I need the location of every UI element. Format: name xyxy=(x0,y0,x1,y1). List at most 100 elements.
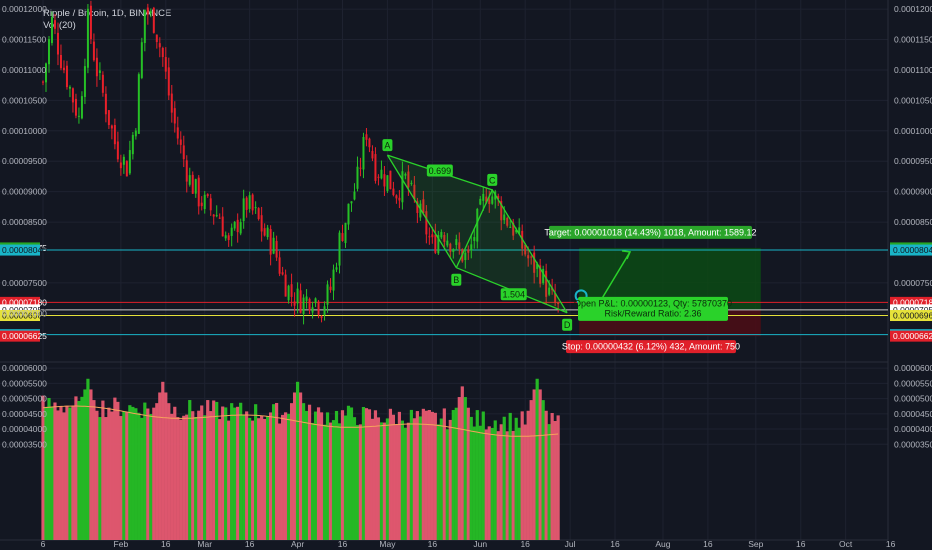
candle-down xyxy=(281,272,284,275)
volume-bar-down xyxy=(152,407,156,540)
volume-bar-down xyxy=(298,392,303,540)
volume-bar-down xyxy=(532,389,536,540)
price-label-bg xyxy=(890,244,932,256)
volume-bar-up xyxy=(349,407,354,540)
volume-bar-up xyxy=(134,408,138,540)
y-tick-label-left: 0.00004000 xyxy=(2,424,47,434)
ratio-ac-label-bg xyxy=(426,164,453,177)
candle-up xyxy=(323,306,326,315)
candle-down xyxy=(371,150,374,159)
candle-down xyxy=(89,5,92,40)
pattern-point-a-text: A xyxy=(384,141,390,151)
candle-down xyxy=(341,233,344,242)
candle-down xyxy=(263,228,266,236)
target-label-bg xyxy=(549,225,752,239)
candle-up xyxy=(380,169,383,179)
x-tick-label: 16 xyxy=(703,539,713,549)
candle-down xyxy=(167,67,170,96)
y-tick-label-left: 0.00012000 xyxy=(2,4,47,14)
candle-down xyxy=(395,195,398,199)
candle-down xyxy=(398,197,401,201)
volume-bar-down xyxy=(170,413,174,540)
volume-bar-up xyxy=(403,427,407,540)
candle-down xyxy=(290,284,293,297)
candle-down xyxy=(116,141,119,160)
x-axis[interactable]: 6 Feb 16 Mar 16 Apr 16 May 16 Jun 16 Jul 16 Aug 16 Sep 1… xyxy=(41,539,896,549)
volume-bar-down xyxy=(550,412,554,540)
y-tick-label-left: 0.00010500 xyxy=(2,95,47,105)
candle-up xyxy=(215,215,218,217)
candle-down xyxy=(368,138,371,148)
candle-up xyxy=(314,298,317,304)
price-label: 0.00007057 xyxy=(893,305,932,315)
y-tick-label: 0.00012000 xyxy=(894,4,932,14)
candle-up xyxy=(80,96,83,119)
pattern-point-c-bg xyxy=(487,173,498,186)
volume-bar-down xyxy=(200,405,204,540)
volume-bar-down xyxy=(457,397,461,540)
y-tick-label: 0.00011500 xyxy=(894,35,932,45)
candle-down xyxy=(431,234,434,238)
volume-bar-up xyxy=(239,402,243,540)
price-label-left: 0.00007180 xyxy=(2,297,47,307)
y-tick-label: 0.00010500 xyxy=(894,95,932,105)
volume-bar-down xyxy=(107,407,111,540)
volume-bar-down xyxy=(487,426,491,540)
candle-up xyxy=(536,263,539,269)
candle-down xyxy=(284,274,287,297)
candle-down xyxy=(170,93,173,113)
volume-bar-down xyxy=(197,410,201,540)
candle-down xyxy=(218,217,221,219)
y-tick-label: 0.00005000 xyxy=(894,394,932,404)
volume-bar-down xyxy=(182,415,186,540)
x-tick-label: 16 xyxy=(338,539,348,549)
candle-down xyxy=(113,125,116,145)
volume-bar-up xyxy=(478,425,482,540)
y-tick-label-left: 0.00006000 xyxy=(2,363,47,373)
candle-down xyxy=(359,167,362,169)
volume-bar-down xyxy=(65,405,69,540)
harmonic-pattern[interactable]: A B C D 0.699 1.504 xyxy=(382,139,573,331)
candle-up xyxy=(44,63,47,83)
candle-down xyxy=(107,110,110,126)
volume-bar-down xyxy=(209,411,213,540)
trade-labels: Target: 0.00001018 (14.43%) 1018, Amount… xyxy=(544,225,757,354)
volume-bar-down xyxy=(227,420,231,540)
volume-bar-down xyxy=(245,411,249,540)
candle-up xyxy=(68,86,71,89)
candle-down xyxy=(512,222,515,236)
volume-bar-up xyxy=(80,396,84,540)
volume-bar-down xyxy=(367,409,372,540)
volume-bar-down xyxy=(206,400,210,540)
pattern-point-b-bg xyxy=(451,273,462,286)
volume-bar-down xyxy=(484,429,488,540)
volume-bar-down xyxy=(251,420,255,540)
volume-bar-down xyxy=(511,430,515,540)
candle-down xyxy=(71,88,74,103)
candle-down xyxy=(428,236,431,238)
volume-bar-up xyxy=(98,417,102,540)
candle-down xyxy=(320,316,323,318)
volume-bar-down xyxy=(412,418,416,540)
volume-bar-down xyxy=(328,422,333,540)
volume-bar-up xyxy=(490,427,494,540)
volume-bar-up xyxy=(301,403,306,540)
volume-bar-up xyxy=(409,409,413,540)
price-label-bg-left xyxy=(0,304,40,316)
candle-up xyxy=(335,267,338,270)
volume-bar-down xyxy=(460,386,464,540)
volume-bar-down xyxy=(104,417,108,540)
volume-bar-down xyxy=(113,397,117,540)
volume-bar-down xyxy=(221,406,225,540)
candle-down xyxy=(104,93,107,115)
candle-down xyxy=(92,41,95,61)
stop-label-bg xyxy=(566,340,736,354)
volume-bar-down xyxy=(424,410,428,540)
y-axis[interactable]: 0.00012000 0.00011500 0.00011000 0.00010500… xyxy=(0,4,932,449)
candle-down xyxy=(458,242,461,249)
candle-up xyxy=(482,193,485,201)
price-label-bg-left xyxy=(0,310,40,322)
pattern-leg-cd xyxy=(491,189,568,314)
candle-down xyxy=(425,211,428,235)
